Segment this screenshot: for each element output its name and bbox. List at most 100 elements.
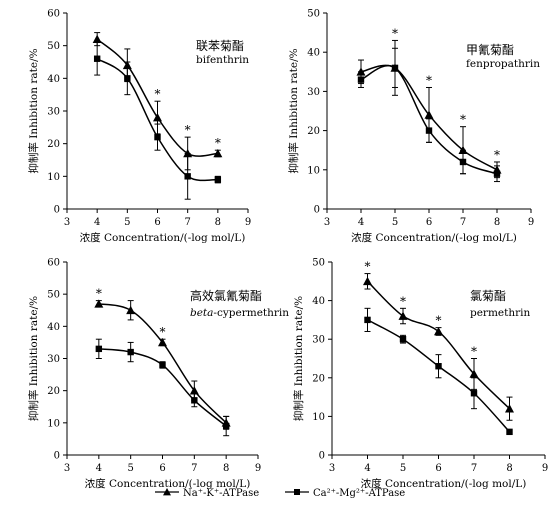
x-tick-label: 5 — [400, 463, 406, 474]
data-point-square — [93, 55, 101, 62]
x-tick-label: 5 — [124, 217, 130, 228]
data-point-square — [399, 336, 407, 343]
y-tick-label: 20 — [312, 373, 325, 384]
chart-title: 氯菊酯 — [470, 289, 506, 303]
x-tick-label: 4 — [94, 217, 100, 228]
data-point-square — [214, 176, 222, 183]
y-tick-label: 40 — [47, 322, 60, 333]
x-tick-label: 7 — [191, 463, 197, 474]
chart-subtitle: fenpropathrin — [466, 58, 540, 70]
x-tick-label: 7 — [460, 217, 466, 228]
x-tick-label: 8 — [494, 217, 500, 228]
data-point-square — [154, 133, 161, 141]
significance-asterisk: * — [155, 87, 161, 101]
y-tick-label: 0 — [54, 205, 60, 216]
data-point-triangle — [424, 110, 434, 119]
data-point-square — [391, 64, 399, 72]
data-point-triangle — [158, 337, 167, 347]
significance-asterisk: * — [185, 123, 191, 137]
y-tick-label: 20 — [307, 126, 320, 137]
x-axis-label: 浓度 Concentration/(-log mol/L) — [351, 231, 517, 244]
x-tick-label: 6 — [435, 463, 441, 474]
chart-title: 甲氰菊酯 — [466, 42, 514, 57]
y-tick-label: 40 — [47, 74, 60, 85]
x-axis-label: 浓度 Concentration/(-log mol/L) — [80, 231, 246, 244]
data-point-square — [435, 363, 442, 370]
significance-asterisk: * — [160, 325, 166, 339]
legend-label: Na⁺-K⁺-ATPase — [183, 488, 259, 499]
chart-panel-4: 0 10 20 30 40 50 3 4 5 6 7 8 9 浓度 Concentration/(-log… — [292, 258, 548, 491]
x-tick-label: 5 — [392, 217, 398, 228]
x-tick-label: 6 — [159, 463, 165, 474]
x-tick-label: 3 — [64, 217, 70, 228]
chart-title: 联苯菊酯 — [196, 39, 244, 53]
significance-asterisk: * — [365, 260, 371, 274]
data-point-square — [506, 428, 513, 436]
data-point-square — [159, 361, 166, 369]
y-tick-label: 60 — [47, 9, 60, 20]
chart-subtitle: beta-cypermethrin — [190, 307, 289, 319]
chart-panel-3: 0 10 20 30 40 50 60 3 4 5 6 7 8 9 浓度 Concentration/(-l… — [27, 258, 289, 491]
y-axis-label: 抑制率 Inhibition rate/% — [292, 296, 305, 421]
y-tick-label: 20 — [47, 386, 60, 397]
y-tick-label: 50 — [312, 258, 325, 269]
significance-asterisk: * — [471, 345, 477, 359]
x-tick-label: 6 — [426, 217, 432, 228]
y-tick-label: 30 — [47, 354, 60, 365]
data-point-square — [222, 422, 230, 430]
x-tick-label: 4 — [364, 463, 370, 474]
data-point-triangle — [213, 148, 223, 158]
x-tick-label: 4 — [96, 463, 102, 474]
data-point-square — [459, 158, 467, 166]
data-point-square — [184, 173, 191, 180]
x-axis-label: 浓度 Concentration/(-log mol/L) — [85, 477, 251, 490]
data-point-triangle — [153, 113, 162, 122]
data-point-square — [127, 348, 134, 356]
y-tick-label: 20 — [47, 139, 60, 150]
y-tick-label: 0 — [319, 451, 325, 462]
legend-label: Ca²⁺-Mg²⁺-ATPase — [313, 488, 405, 499]
y-tick-label: 40 — [312, 296, 325, 307]
y-axis-label: 抑制率 Inhibition rate/% — [27, 48, 40, 173]
data-point-triangle — [92, 34, 102, 43]
data-point-square — [364, 316, 371, 324]
x-tick-label: 7 — [184, 217, 190, 228]
x-tick-label: 4 — [358, 217, 364, 228]
data-point-triangle — [398, 311, 408, 320]
y-tick-label: 30 — [307, 87, 320, 98]
data-point-square — [493, 170, 501, 177]
data-point-triangle — [505, 404, 514, 413]
y-axis-label: 抑制率 Inhibition rate/% — [287, 48, 300, 173]
chart-subtitle: bifenthrin — [196, 54, 249, 66]
y-axis-label: 抑制率 Inhibition rate/% — [27, 296, 40, 421]
x-tick-label: 8 — [215, 217, 221, 228]
y-tick-label: 0 — [54, 451, 60, 462]
significance-asterisk: * — [460, 113, 466, 127]
data-point-square — [95, 345, 103, 353]
x-tick-label: 5 — [127, 463, 133, 474]
y-tick-label: 40 — [307, 48, 320, 59]
y-tick-label: 30 — [47, 107, 60, 118]
x-tick-label: 3 — [329, 463, 335, 474]
data-point-square — [124, 75, 131, 82]
data-point-triangle — [469, 369, 479, 378]
x-tick-label: 7 — [471, 463, 477, 474]
x-tick-label: 8 — [506, 463, 512, 474]
significance-asterisk: * — [400, 294, 406, 308]
y-tick-label: 50 — [47, 290, 60, 301]
y-tick-label: 60 — [47, 258, 60, 269]
data-point-square — [425, 127, 433, 134]
chart-panel-1: 0 10 20 30 40 50 60 3 4 5 6 7 8 9 浓度 Concentration/(-l… — [27, 9, 251, 245]
chart-subtitle: permethrin — [470, 307, 530, 319]
x-axis-label: 浓度 Concentration/(-log mol/L) — [361, 477, 527, 490]
significance-asterisk: * — [426, 73, 432, 87]
y-tick-label: 50 — [307, 9, 320, 20]
y-tick-label: 10 — [307, 165, 320, 176]
x-tick-label: 8 — [223, 463, 229, 474]
x-tick-label: 9 — [245, 217, 251, 228]
data-point-triangle — [434, 326, 443, 336]
data-point-triangle — [189, 386, 199, 395]
data-point-square — [191, 397, 198, 404]
y-tick-label: 10 — [312, 412, 325, 423]
legend-marker-square — [294, 489, 300, 495]
